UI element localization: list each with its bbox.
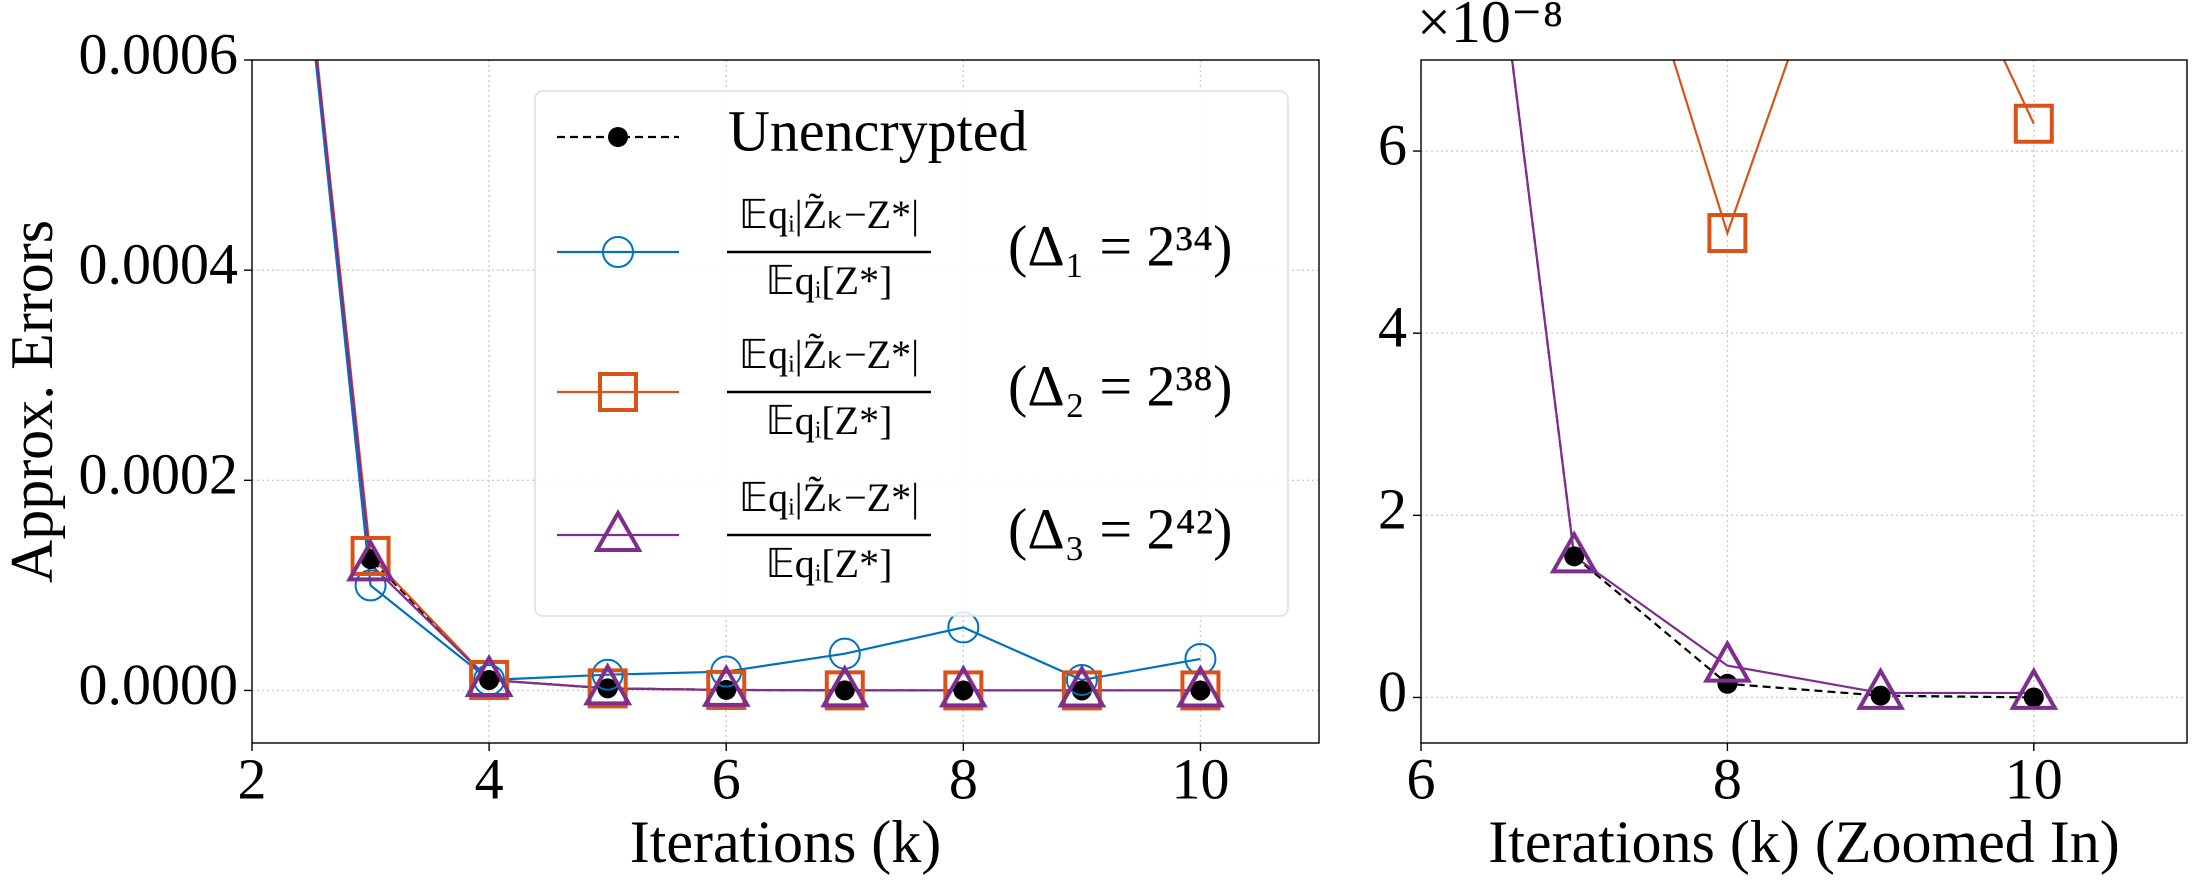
point <box>346 538 395 582</box>
axes-frame <box>1420 59 2188 744</box>
y-tick-label: 0.0000 <box>79 652 239 717</box>
y-tick-label: 4 <box>1378 295 1407 360</box>
point <box>1856 666 1906 710</box>
legend-numerator: 𝔼qᵢ|Z̃ₖ−Z*| <box>739 475 919 520</box>
x-tick-label: 6 <box>1407 746 1436 811</box>
point <box>820 664 870 708</box>
x-axis-label: Iterations (k) <box>630 809 942 875</box>
series-line <box>1672 60 2035 237</box>
plot-area <box>314 60 1225 711</box>
series-line <box>1511 60 2034 695</box>
legend-label: Unencrypted <box>728 98 1028 163</box>
legend-denominator: 𝔼qᵢ[Z*] <box>766 258 893 303</box>
legend-numerator: 𝔼qᵢ|Z̃ₖ−Z*| <box>739 192 919 237</box>
plot-area <box>1511 60 2059 710</box>
legend-label: (Δ₃ = 2⁴²) <box>1008 496 1232 561</box>
point <box>701 663 751 707</box>
chart: 0.0000 0.0002 0.0004 0.0006 2 4 6 8 10 Iterations… <box>0 21 1320 875</box>
point <box>598 372 638 412</box>
point <box>1707 213 1748 254</box>
point <box>1071 680 1092 701</box>
y-tick-label: 6 <box>1378 112 1407 177</box>
legend-frame <box>534 90 1289 617</box>
legend-denominator: 𝔼qᵢ[Z*] <box>766 398 893 443</box>
point <box>2013 103 2054 144</box>
point <box>1717 673 1738 694</box>
series-line <box>1511 60 2034 699</box>
x-tick-label: 8 <box>949 746 978 811</box>
y-tick-label: 2 <box>1378 477 1407 542</box>
legend-denominator: 𝔼qᵢ[Z*] <box>766 541 893 586</box>
point <box>593 508 643 552</box>
point <box>597 678 618 699</box>
point <box>350 535 391 576</box>
point <box>1564 546 1585 567</box>
x-axis-label: Iterations (k) (Zoomed In) <box>1488 809 2119 875</box>
point <box>464 653 514 697</box>
point <box>1549 530 1599 574</box>
point <box>1057 664 1107 708</box>
legend: Unencrypted 𝔼qᵢ|Z̃ₖ−Z*| 𝔼qᵢ[Z*] (Δ₁ = 2³⁴) 𝔼… <box>534 90 1289 617</box>
x-tick-label: 8 <box>1713 746 1742 811</box>
legend-label: (Δ₁ = 2³⁴) <box>1008 213 1232 278</box>
point <box>602 236 634 268</box>
x-tick-label: 10 <box>2005 746 2063 811</box>
point <box>938 664 988 708</box>
point <box>953 680 974 701</box>
point <box>608 127 628 147</box>
offset-label: ×10⁻⁸ <box>1417 0 1563 55</box>
y-tick-label: 0.0004 <box>79 231 239 296</box>
x-tick-label: 6 <box>712 746 741 811</box>
point <box>2023 687 2044 708</box>
axes-frame <box>251 59 1320 744</box>
legend-label: (Δ₂ = 2³⁸) <box>1008 353 1232 418</box>
point <box>1870 685 1891 706</box>
point <box>591 658 624 691</box>
legend-numerator: 𝔼qᵢ|Z̃ₖ−Z*| <box>739 332 919 377</box>
point <box>1176 664 1225 708</box>
point <box>1702 639 1752 683</box>
point <box>583 662 633 706</box>
y-tick-label: 0.0002 <box>79 442 239 507</box>
x-tick-label: 4 <box>475 746 504 811</box>
y-axis-label: Approx. Errors <box>0 220 65 583</box>
x-tick-label: 2 <box>238 746 267 811</box>
point <box>479 669 500 690</box>
point <box>2009 666 2059 710</box>
y-tick-label: 0.0006 <box>79 21 239 86</box>
y-tick-label: 0 <box>1378 659 1407 724</box>
point <box>354 569 387 602</box>
point <box>834 680 855 701</box>
x-tick-label: 10 <box>1171 746 1229 811</box>
point <box>1190 680 1211 701</box>
